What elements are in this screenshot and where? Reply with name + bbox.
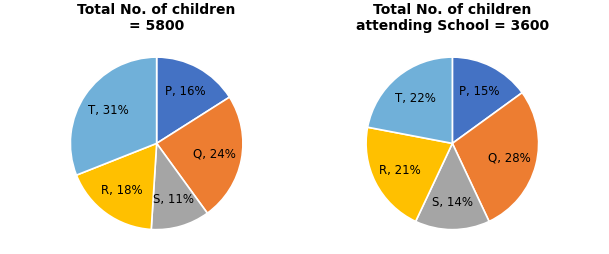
Title: Total No. of children
= 5800: Total No. of children = 5800 (77, 3, 236, 33)
Text: R, 21%: R, 21% (379, 164, 421, 177)
Wedge shape (452, 93, 538, 221)
Text: S, 11%: S, 11% (152, 193, 194, 206)
Wedge shape (452, 57, 522, 143)
Text: R, 18%: R, 18% (101, 184, 143, 197)
Wedge shape (415, 143, 489, 230)
Wedge shape (157, 97, 243, 213)
Wedge shape (368, 57, 452, 143)
Text: T, 22%: T, 22% (395, 92, 435, 105)
Wedge shape (157, 57, 230, 143)
Text: P, 15%: P, 15% (459, 85, 499, 98)
Text: T, 31%: T, 31% (88, 104, 128, 117)
Title: Total No. of children
attending School = 3600: Total No. of children attending School =… (356, 3, 549, 33)
Text: S, 14%: S, 14% (432, 196, 473, 209)
Text: P, 16%: P, 16% (164, 85, 205, 99)
Wedge shape (76, 143, 157, 229)
Wedge shape (151, 143, 207, 230)
Text: Q, 28%: Q, 28% (488, 151, 530, 165)
Wedge shape (366, 127, 452, 221)
Wedge shape (71, 57, 157, 175)
Text: Q, 24%: Q, 24% (193, 148, 236, 161)
